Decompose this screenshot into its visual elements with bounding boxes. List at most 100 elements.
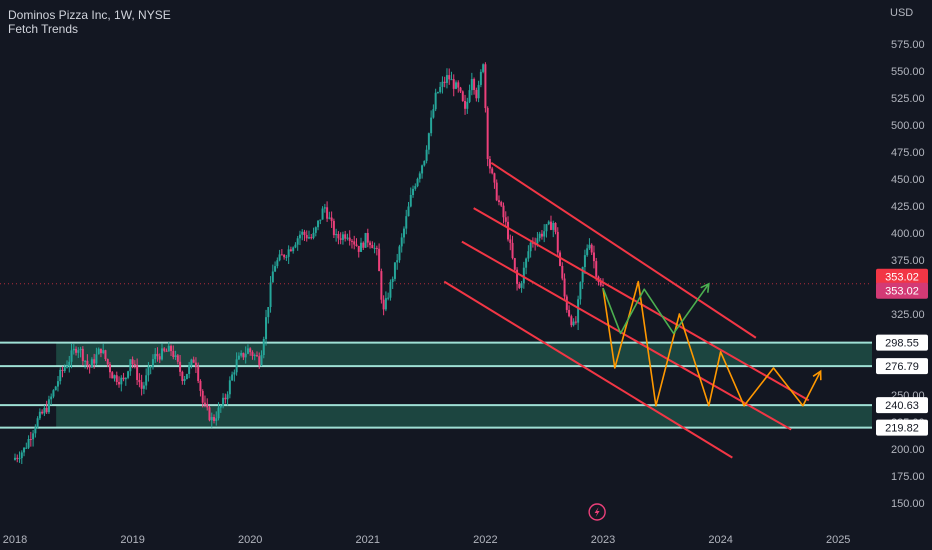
- x-axis-tick-label: 2018: [3, 534, 27, 546]
- candle-body: [138, 379, 141, 383]
- candle-body: [572, 321, 575, 326]
- y-axis-tick-label: 450.00: [891, 174, 925, 186]
- candle-body: [215, 418, 218, 421]
- orange-projection-path-arrowhead: [812, 369, 822, 381]
- candle-body: [543, 231, 546, 237]
- candle-body: [416, 178, 419, 187]
- candle-body: [242, 352, 245, 358]
- candle-body: [170, 345, 173, 352]
- candle-body: [353, 241, 356, 245]
- candle-body: [319, 219, 322, 221]
- candle-body: [145, 375, 148, 386]
- candle-body: [176, 355, 179, 362]
- candle-body: [172, 351, 175, 358]
- candle-body: [305, 235, 308, 239]
- candle-body: [448, 75, 451, 80]
- price-tag-white[interactable]: [876, 334, 928, 351]
- support-zone-2[interactable]: [56, 405, 873, 428]
- candle-body: [337, 234, 340, 239]
- candle-body: [423, 160, 426, 166]
- candle-body: [482, 64, 485, 72]
- channel-line-3[interactable]: [461, 240, 792, 431]
- candle-body: [520, 283, 523, 288]
- candle-body: [183, 379, 186, 382]
- candle-body: [147, 366, 150, 376]
- candle-body: [577, 299, 580, 323]
- candle-body: [339, 238, 342, 240]
- lightning-icon[interactable]: [588, 503, 606, 521]
- candle-body: [124, 377, 127, 380]
- candle-body: [108, 364, 111, 373]
- candle-body: [418, 173, 421, 179]
- candle-body: [68, 361, 71, 366]
- candle-body: [97, 348, 100, 355]
- channel-line-1[interactable]: [490, 161, 757, 339]
- green-projection-path[interactable]: [602, 283, 710, 335]
- candle-body: [335, 234, 338, 236]
- candle-body: [500, 202, 503, 206]
- candle-body: [231, 374, 234, 381]
- candle-body: [312, 232, 315, 238]
- price-tag-red[interactable]: [876, 268, 928, 285]
- candle-body: [276, 260, 279, 267]
- y-axis-tick-label: 150.00: [891, 498, 925, 510]
- candle-body: [486, 108, 489, 160]
- candle-body: [206, 404, 209, 408]
- candle-body: [287, 249, 290, 257]
- candle-body: [407, 206, 410, 217]
- candle-body: [174, 355, 177, 358]
- candle-body: [536, 238, 539, 244]
- candle-body: [190, 359, 193, 366]
- symbol-title[interactable]: Dominos Pizza Inc, 1W, NYSE: [8, 8, 171, 22]
- candle-body: [493, 173, 496, 183]
- price-tag-white[interactable]: [876, 397, 928, 414]
- lightning-bolt: [594, 507, 600, 517]
- candle-body: [599, 281, 602, 286]
- candle-body: [384, 298, 387, 310]
- candle-body: [565, 296, 568, 310]
- candle-body: [240, 352, 243, 356]
- y-axis-tick-label: 575.00: [891, 39, 925, 51]
- price-tag-pink[interactable]: [876, 282, 928, 299]
- candle-body: [507, 221, 510, 240]
- candle-body: [344, 234, 347, 239]
- price-tag-white[interactable]: [876, 419, 928, 436]
- orange-projection-path[interactable]: [602, 280, 822, 407]
- candle-body: [527, 251, 530, 259]
- candle-body: [491, 168, 494, 174]
- candle-body: [402, 228, 405, 238]
- channel-line-4[interactable]: [443, 280, 733, 459]
- candle-body: [369, 242, 372, 246]
- indicator-name[interactable]: Fetch Trends: [8, 22, 79, 36]
- price-tag-label: 240.63: [885, 400, 919, 412]
- support-zone-1[interactable]: [56, 342, 873, 367]
- candle-body: [552, 222, 555, 230]
- candle-body: [56, 381, 59, 387]
- candle-body: [330, 217, 333, 221]
- candle-body: [249, 348, 252, 353]
- candle-body: [244, 353, 247, 358]
- candle-body: [163, 348, 166, 351]
- candle-body: [457, 82, 460, 88]
- candle-body: [421, 165, 424, 174]
- candle-body: [308, 237, 310, 239]
- candle-body: [127, 371, 130, 378]
- candle-body: [497, 200, 500, 203]
- candle-body: [405, 216, 408, 229]
- price-tag-white[interactable]: [876, 358, 928, 375]
- candle-body: [246, 348, 249, 354]
- candle-body: [237, 355, 240, 360]
- candle-body: [165, 350, 168, 352]
- price-tag-label: 353.02: [885, 272, 919, 284]
- candle-body: [398, 246, 401, 261]
- candle-body: [255, 355, 258, 357]
- y-axis-tick-label: 175.00: [891, 471, 925, 483]
- candle-body: [364, 233, 367, 248]
- candle-body: [586, 248, 589, 256]
- candle-body: [547, 221, 550, 225]
- candle-body: [346, 237, 349, 239]
- candle-body: [115, 375, 118, 383]
- candle-body: [443, 81, 446, 83]
